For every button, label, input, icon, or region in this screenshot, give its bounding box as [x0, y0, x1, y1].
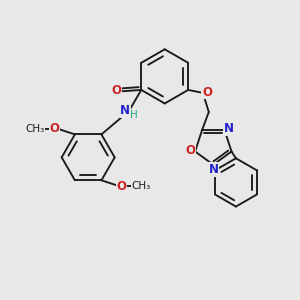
Text: N: N: [224, 122, 234, 135]
Text: O: O: [202, 86, 212, 99]
Text: O: O: [186, 144, 196, 158]
Text: N: N: [209, 163, 219, 176]
Text: CH₃: CH₃: [131, 181, 151, 190]
Text: H: H: [130, 110, 138, 120]
Text: N: N: [120, 104, 130, 117]
Text: O: O: [50, 122, 60, 135]
Text: CH₃: CH₃: [26, 124, 45, 134]
Text: O: O: [117, 180, 127, 193]
Text: O: O: [111, 84, 121, 97]
